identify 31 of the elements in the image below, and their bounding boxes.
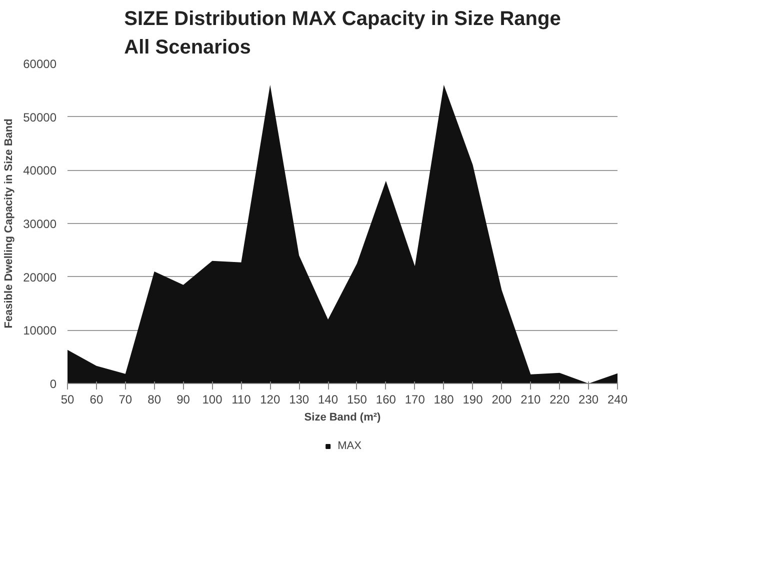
legend-label: MAX: [338, 440, 362, 452]
x-tick-label: 60: [90, 392, 104, 406]
y-tick-label: 0: [50, 377, 57, 391]
x-tick-label: 190: [462, 392, 484, 406]
x-tick-label: 140: [318, 392, 338, 406]
x-tick-label: 70: [118, 392, 132, 406]
x-tick-label: 110: [232, 392, 252, 406]
x-tick-label: 50: [60, 392, 74, 406]
y-axis-title: Feasible Dwelling Capacity in Size Band: [3, 118, 16, 328]
x-tick-label: 240: [607, 392, 628, 406]
x-tick-label: 210: [520, 392, 541, 406]
x-tick-label: 200: [492, 392, 512, 406]
y-tick-label: 20000: [23, 270, 57, 284]
x-tick-label: 170: [404, 392, 426, 406]
y-tick-label: 10000: [23, 324, 57, 338]
x-tick-label: 230: [578, 392, 599, 406]
y-tick-label: 60000: [23, 57, 57, 71]
x-tick-label: 100: [202, 392, 223, 406]
x-axis-title: Size Band (m²): [304, 412, 382, 424]
x-tick-label: 90: [176, 392, 190, 406]
y-tick-label: 50000: [23, 110, 57, 124]
x-tick-label: 180: [434, 392, 454, 406]
y-tick-label: 30000: [23, 217, 57, 231]
x-tick-label: 80: [148, 392, 162, 406]
x-tick-label: 150: [346, 392, 368, 406]
x-tick-label: 130: [289, 392, 310, 406]
x-tick-label: 160: [376, 392, 396, 406]
x-tick-label: 220: [550, 392, 570, 406]
chart-title: SIZE Distribution MAX Capacity in Size Range All Scenarios: [124, 8, 561, 58]
x-tick-label: 120: [260, 392, 280, 406]
y-tick-label: 40000: [23, 164, 57, 178]
